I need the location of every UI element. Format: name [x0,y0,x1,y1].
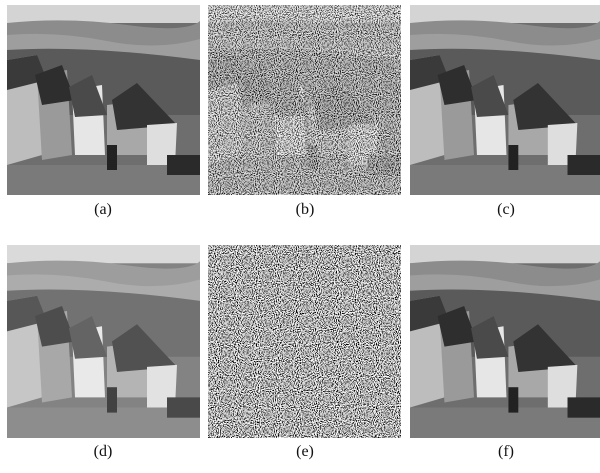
image-a [7,5,200,195]
panel-label: (b) [296,201,315,218]
image-e [208,245,401,438]
panel-label: (c) [497,201,515,218]
image-c [410,5,600,195]
panel-e: (e) [208,245,401,460]
panel-b: (b) [208,5,401,218]
panel-f: (f) [410,245,600,460]
image-f [410,245,600,438]
panel-label: (f) [498,443,514,460]
panel-a: (a) [7,5,200,218]
panel-d: (d) [7,245,200,460]
panel-c: (c) [410,5,600,218]
image-d [7,245,200,438]
panel-label: (a) [94,201,112,218]
image-b [208,5,401,195]
panel-label: (d) [94,443,113,460]
figure: (a) (b) (c) (d) (e) (f) [0,0,600,468]
panel-label: (e) [296,443,314,460]
